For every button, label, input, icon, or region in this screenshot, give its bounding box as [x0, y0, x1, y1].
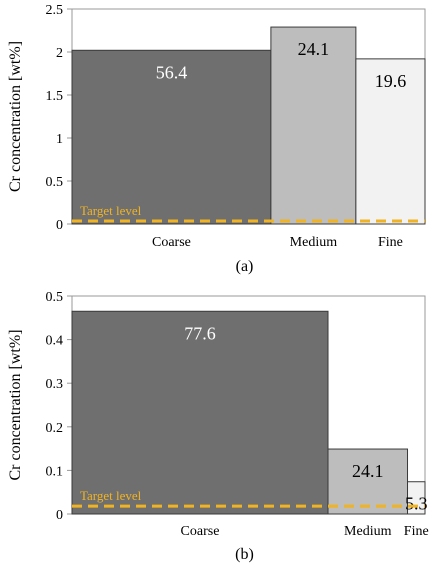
category-label: Fine — [378, 235, 403, 250]
category-label: Medium — [344, 524, 392, 539]
bar-value-label: 5.3 — [405, 494, 428, 514]
category-label: Fine — [404, 524, 429, 539]
y-axis-label: Cr concentration [wt%] — [7, 329, 24, 480]
y-tick-label: 1 — [56, 132, 63, 147]
target-level-label: Target level — [80, 203, 142, 218]
y-tick-label: 1.5 — [46, 89, 64, 104]
y-tick-label: 0.5 — [46, 175, 64, 190]
target-level-label: Target level — [80, 488, 142, 503]
bar-medium — [270, 26, 357, 225]
y-tick-label: 2 — [56, 46, 63, 61]
y-tick-label: 0.1 — [46, 464, 64, 479]
bar-coarse — [71, 49, 272, 225]
bar-value-label: 77.6 — [184, 323, 216, 343]
bar-coarse — [71, 310, 329, 515]
category-label: Coarse — [181, 524, 220, 539]
bar-fine — [355, 58, 426, 225]
y-tick-label: 0.2 — [46, 421, 64, 436]
panel-label: (a) — [236, 258, 254, 275]
y-tick-label: 0 — [56, 508, 63, 523]
bar-value-label: 56.4 — [156, 62, 188, 82]
bar-value-label: 24.1 — [352, 461, 384, 481]
y-tick-label: 2.5 — [46, 3, 64, 18]
bar-medium — [327, 448, 409, 515]
panel-label: (b) — [235, 546, 254, 563]
category-label: Coarse — [152, 235, 191, 250]
y-tick-label: 0 — [56, 218, 63, 233]
y-tick-label: 0.3 — [46, 377, 64, 392]
y-tick-label: 0.5 — [46, 290, 64, 305]
y-axis-label: Cr concentration [wt%] — [7, 41, 24, 192]
bar-value-label: 19.6 — [375, 71, 407, 91]
y-tick-label: 0.4 — [46, 334, 64, 349]
bar-value-label: 24.1 — [298, 39, 330, 59]
category-label: Medium — [290, 235, 338, 250]
